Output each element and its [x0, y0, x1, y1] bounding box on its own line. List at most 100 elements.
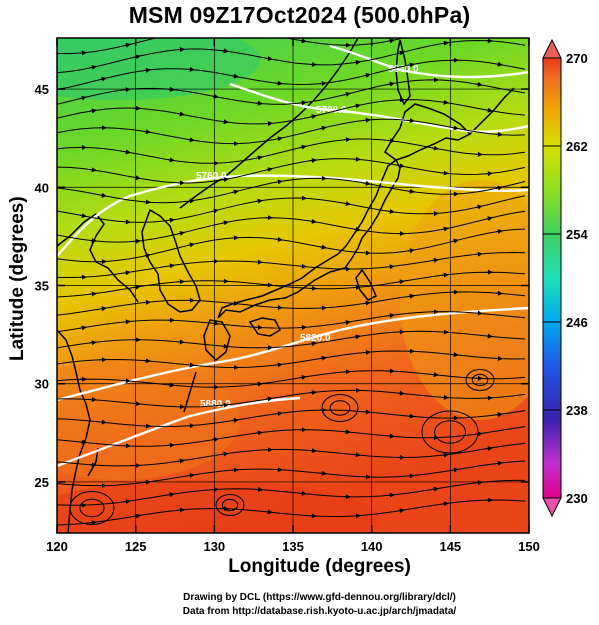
wind-eddy [321, 394, 359, 422]
wind-arrow [353, 59, 361, 65]
wind-arrow [143, 129, 151, 135]
wind-arrow [143, 299, 151, 305]
wind-arrow [299, 100, 307, 106]
wind-arrow [275, 179, 283, 185]
wind-arrow [123, 42, 131, 48]
wind-arrow [143, 479, 151, 485]
wind-arrow [397, 508, 405, 514]
wind-arrow [275, 136, 283, 142]
wind-arrow [123, 319, 131, 325]
wind-arrow [187, 198, 195, 204]
y-tick-label: 30 [35, 377, 49, 392]
wind-arrow [89, 340, 97, 346]
wind-arrow [255, 100, 263, 106]
wind-eddy [465, 369, 495, 391]
wind-arrow [309, 390, 317, 396]
wind-eddy [215, 494, 245, 516]
wind-eddy [329, 400, 351, 416]
x-tick-label: 135 [282, 539, 304, 554]
contour-label-5700: 5700.0 [316, 105, 347, 116]
colorbar-tick-label: 246 [566, 315, 588, 330]
wind-arrow [353, 285, 361, 291]
streamline [57, 311, 526, 333]
wind-arrow [441, 226, 449, 232]
wind-arrow [167, 382, 175, 388]
wind-arrow [309, 114, 317, 120]
wind-arrow [397, 390, 405, 396]
colorbar-scale [542, 57, 562, 499]
wind-arrow [485, 446, 493, 451]
streamline [57, 138, 526, 164]
wind-arrow [187, 472, 195, 478]
wind-arrow [441, 272, 449, 278]
wind-arrow [123, 87, 131, 93]
wind-arrow [275, 411, 283, 417]
wind-arrow [221, 451, 229, 457]
wind-arrow [177, 507, 185, 513]
wind-arrow [275, 362, 283, 368]
wind-arrow [299, 490, 307, 496]
wind-arrow [221, 177, 229, 183]
wind-arrow [353, 452, 361, 458]
wind-arrow [387, 313, 395, 318]
wind-arrow [475, 431, 483, 437]
wind-arrow [343, 91, 351, 97]
credit-data-source: Data from http://database.rish.kyoto-u.a… [182, 606, 457, 617]
wind-arrow [475, 310, 483, 316]
wind-arrow [407, 413, 415, 419]
wind-arrow [387, 81, 395, 87]
streamline [57, 177, 526, 204]
streamline [57, 370, 526, 388]
wind-arrow [89, 238, 97, 244]
wind-arrow [495, 185, 503, 191]
wind-eddy [79, 498, 105, 518]
wind-arrow [431, 372, 439, 378]
wind-arrow [407, 248, 415, 254]
contour-labels: 5640.0 5700.0 5760.0 5820.0 5880.0 [196, 64, 419, 410]
streamline [57, 79, 526, 105]
wind-arrow [475, 251, 483, 257]
wind-arrow [475, 81, 483, 87]
wind-arrow [343, 201, 351, 207]
wind-arrow [79, 50, 87, 56]
wind-arrow [363, 409, 371, 415]
wind-arrow [451, 125, 459, 131]
wind-arrow [99, 419, 107, 425]
wind-arrow [485, 333, 493, 339]
wind-eddy [434, 420, 466, 444]
wind-arrow [177, 458, 185, 464]
wind-arrow [265, 56, 273, 61]
x-axis: 120 125 130 135 140 145 150 [46, 38, 540, 554]
wind-arrow [123, 270, 131, 276]
wind-arrow [123, 499, 131, 505]
wind-arrow [451, 238, 459, 244]
wind-arrow [167, 157, 175, 163]
wind-arrow [99, 192, 107, 198]
streamline [57, 460, 526, 487]
streamline [57, 479, 525, 506]
wind-arrow [231, 73, 239, 79]
wind-arrow [485, 171, 493, 177]
wind-arrow [89, 520, 97, 526]
wind-arrow [255, 155, 263, 161]
wind-arrow [177, 230, 185, 236]
x-tick-label: 125 [125, 539, 147, 554]
wind-arrow [407, 62, 415, 68]
wind-arrow [167, 263, 175, 269]
colorbar: 270 262 254 246 238 230 [542, 38, 588, 518]
wind-arrow [187, 362, 195, 368]
y-axis: 25 30 35 40 45 [35, 82, 529, 490]
wind-arrow [256, 32, 262, 33]
x-tick-label: 145 [439, 539, 461, 554]
wind-arrow [441, 40, 449, 46]
y-axis-label: Latitude (degrees) [7, 196, 28, 361]
wind-arrow [451, 352, 459, 358]
wind-arrow [211, 437, 219, 443]
wind-arrow [123, 149, 131, 155]
streamline [57, 426, 526, 447]
wind-arrow [79, 95, 87, 101]
y-tick-label: 35 [35, 279, 49, 294]
wind-arrow [79, 439, 87, 445]
wind-arrow [133, 401, 141, 407]
